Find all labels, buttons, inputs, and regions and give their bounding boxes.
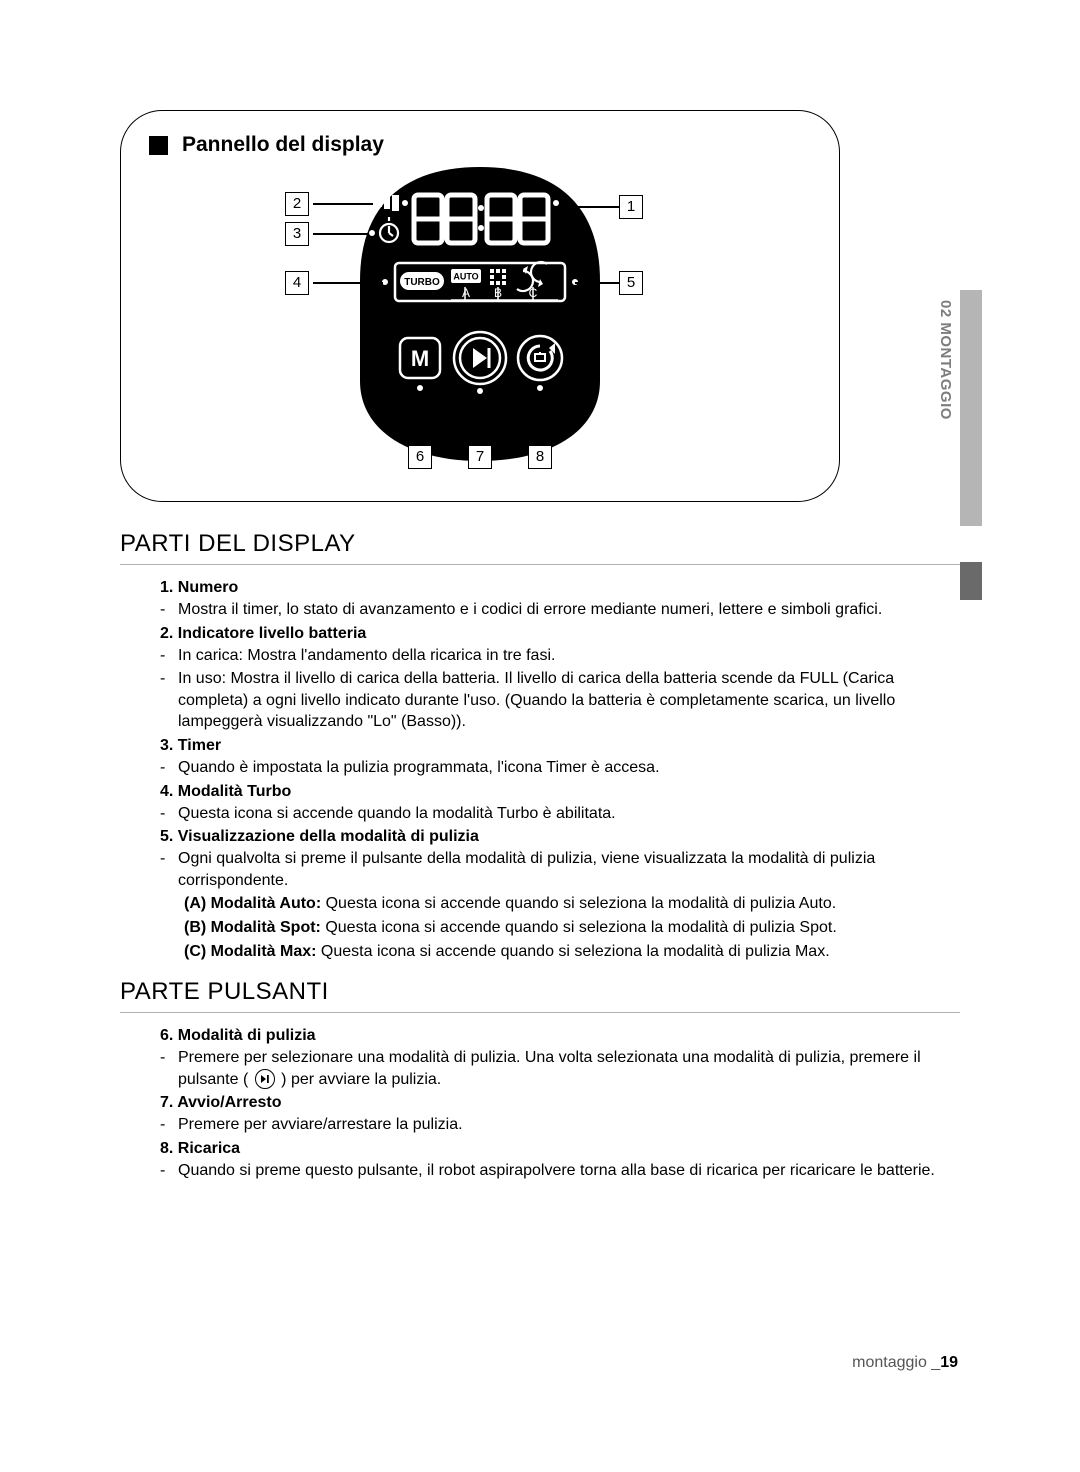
item-8: 8. Ricarica -Quando si preme questo puls… bbox=[160, 1140, 960, 1182]
display-diagram: TURBO AUTO bbox=[305, 163, 655, 483]
item-2: 2. Indicatore livello batteria -In caric… bbox=[160, 625, 960, 733]
leader-1 bbox=[557, 206, 619, 208]
item-7-title: 7. Avvio/Arresto bbox=[160, 1094, 960, 1112]
item-2-line-1: In carica: Mostra l'andamento della rica… bbox=[178, 645, 555, 667]
item-4: 4. Modalità Turbo -Questa icona si accen… bbox=[160, 783, 960, 825]
side-tab-gray bbox=[960, 290, 982, 526]
page-content: Pannello del display bbox=[120, 110, 960, 1186]
m-button-label: M bbox=[411, 346, 429, 371]
item-1-title: 1. Numero bbox=[160, 579, 960, 597]
callout-a: A bbox=[462, 286, 470, 300]
item-5: 5. Visualizzazione della modalità di pul… bbox=[160, 828, 960, 962]
item-6: 6. Modalità di pulizia - Premere per sel… bbox=[160, 1027, 960, 1090]
item-6-title: 6. Modalità di pulizia bbox=[160, 1027, 960, 1045]
section-buttons-heading: PARTE PULSANTI bbox=[120, 978, 960, 1013]
callout-4: 4 bbox=[285, 271, 309, 295]
callout-6: 6 bbox=[408, 445, 432, 469]
leader-2 bbox=[313, 203, 373, 205]
item-7: 7. Avvio/Arresto -Premere per avviare/ar… bbox=[160, 1094, 960, 1136]
footer-text: montaggio _ bbox=[852, 1354, 940, 1371]
turbo-label: TURBO bbox=[404, 277, 440, 288]
item-3-title: 3. Timer bbox=[160, 737, 960, 755]
item-1: 1. Numero -Mostra il timer, lo stato di … bbox=[160, 579, 960, 621]
auto-label: AUTO bbox=[453, 272, 478, 282]
square-bullet-icon bbox=[149, 136, 168, 155]
item-8-line-1: Quando si preme questo pulsante, il robo… bbox=[178, 1160, 935, 1182]
item-2-title: 2. Indicatore livello batteria bbox=[160, 625, 960, 643]
section-display-parts-heading: PARTI DEL DISPLAY bbox=[120, 530, 960, 565]
item-1-line-1: Mostra il timer, lo stato di avanzamento… bbox=[178, 599, 882, 621]
card-title: Pannello del display bbox=[182, 133, 384, 157]
callout-1: 1 bbox=[619, 195, 643, 219]
item-3-line-1: Quando è impostata la pulizia programmat… bbox=[178, 757, 660, 779]
callout-5: 5 bbox=[619, 271, 643, 295]
item-7-line-1: Premere per avviare/arrestare la pulizia… bbox=[178, 1114, 463, 1136]
diagram-wrap: TURBO AUTO bbox=[149, 163, 811, 483]
item-5-sub-b: (B) Modalità Spot: Questa icona si accen… bbox=[184, 917, 960, 939]
item-5-title: 5. Visualizzazione della modalità di pul… bbox=[160, 828, 960, 846]
display-panel-card: Pannello del display bbox=[120, 110, 840, 502]
callout-2: 2 bbox=[285, 192, 309, 216]
leader-4 bbox=[313, 282, 383, 284]
item-5-sub-c: (C) Modalità Max: Questa icona si accend… bbox=[184, 941, 960, 963]
footer-page-number: 19 bbox=[940, 1354, 958, 1371]
item-8-title: 8. Ricarica bbox=[160, 1140, 960, 1158]
item-5-line-1: Ogni qualvolta si preme il pulsante dell… bbox=[178, 848, 960, 891]
callout-8: 8 bbox=[528, 445, 552, 469]
item-4-line-1: Questa icona si accende quando la modali… bbox=[178, 803, 616, 825]
side-tab-dark bbox=[960, 562, 982, 600]
item-2-line-2: In uso: Mostra il livello di carica dell… bbox=[178, 668, 960, 733]
callout-3: 3 bbox=[285, 222, 309, 246]
page-footer: montaggio _19 bbox=[852, 1354, 958, 1372]
item-6-line-1: Premere per selezionare una modalità di … bbox=[178, 1047, 960, 1090]
item-3: 3. Timer -Quando è impostata la pulizia … bbox=[160, 737, 960, 779]
item-4-title: 4. Modalità Turbo bbox=[160, 783, 960, 801]
item-5-sub-a: (A) Modalità Auto: Questa icona si accen… bbox=[184, 893, 960, 915]
play-pause-icon bbox=[255, 1069, 275, 1089]
leader-7 bbox=[479, 394, 481, 445]
leader-3 bbox=[313, 233, 369, 235]
leader-5 bbox=[575, 282, 619, 284]
callout-7: 7 bbox=[468, 445, 492, 469]
card-title-row: Pannello del display bbox=[149, 133, 811, 157]
leader-8 bbox=[539, 391, 541, 445]
leader-6 bbox=[419, 391, 421, 445]
side-tab bbox=[960, 290, 982, 600]
